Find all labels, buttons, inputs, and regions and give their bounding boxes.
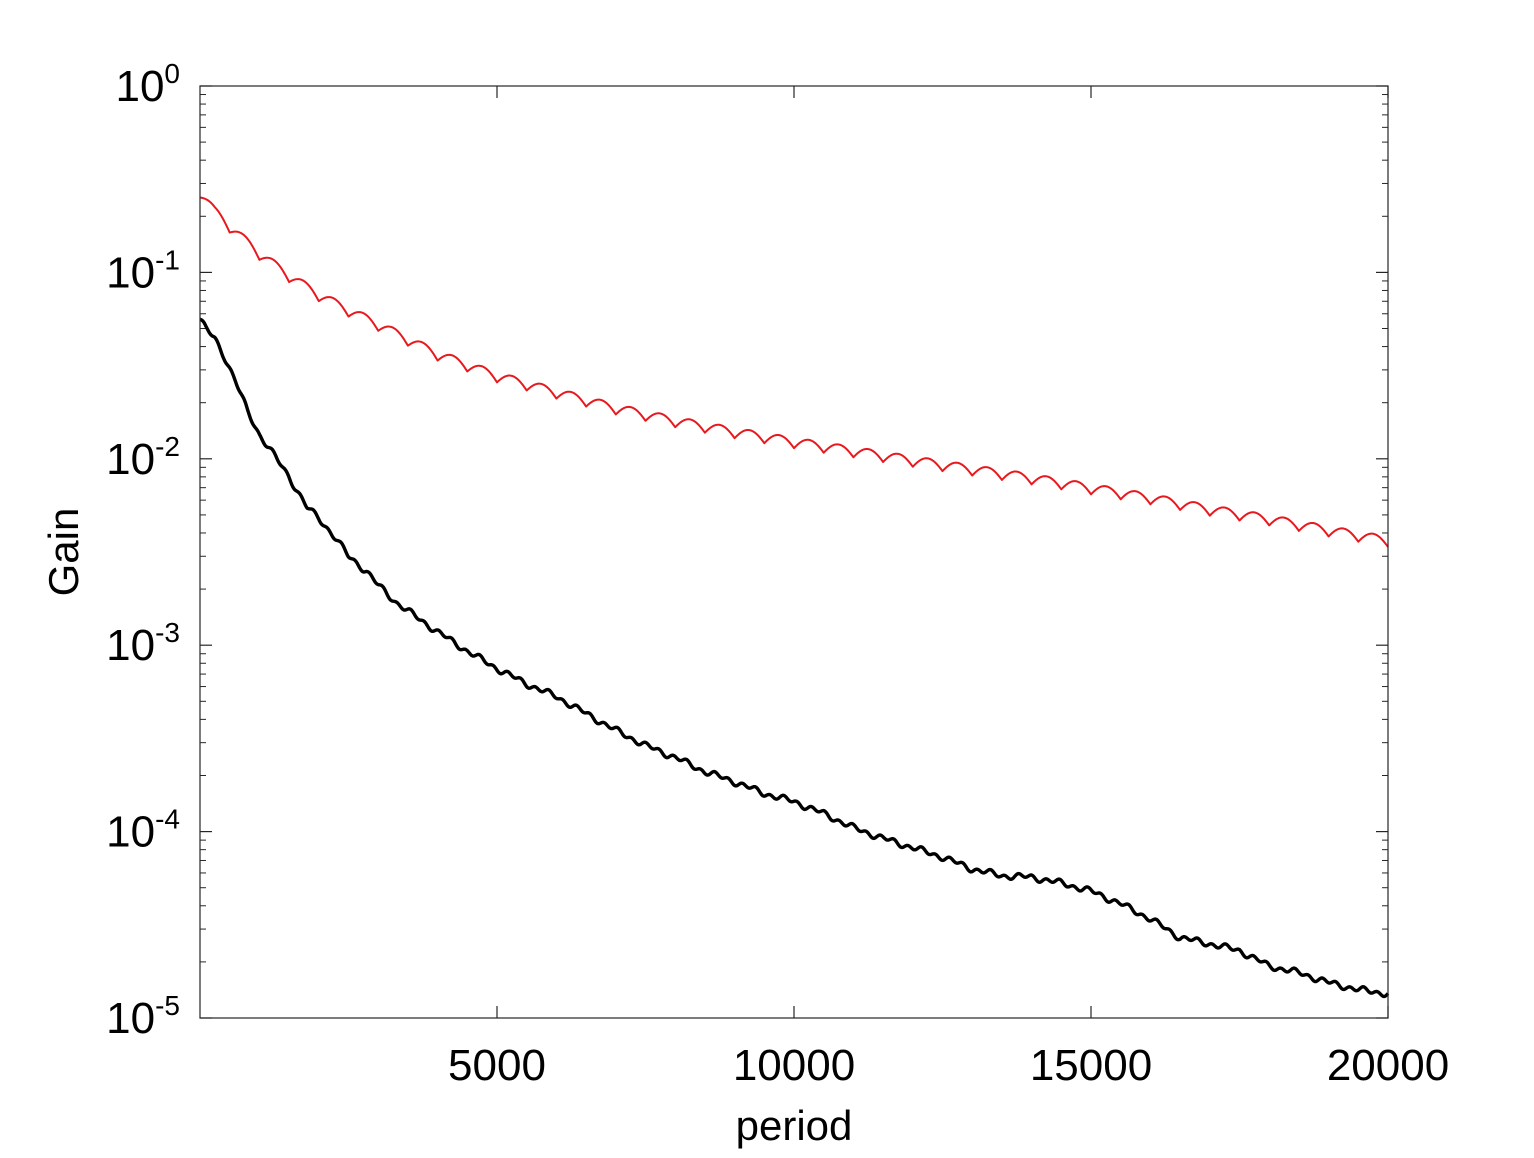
y-tick-label: 100 <box>115 58 180 111</box>
plot-frame <box>199 85 1389 1019</box>
x-tick-label: 5000 <box>448 1041 546 1090</box>
series-line-1 <box>199 196 1389 548</box>
x-tick-labels: 5000 10000 15000 20000 <box>448 1041 1449 1090</box>
x-tick-label: 20000 <box>1327 1041 1449 1090</box>
y-tick-label: 10-5 <box>106 990 180 1043</box>
y-axis-label: Gain <box>40 508 87 597</box>
y-tick-label: 10-3 <box>106 617 180 670</box>
y-tick-label: 10-1 <box>106 244 180 297</box>
x-axis-label: period <box>736 1102 853 1149</box>
minor-ticks <box>200 94 1388 963</box>
x-tick-label: 15000 <box>1030 1041 1152 1090</box>
y-tick-label: 10-2 <box>106 431 180 484</box>
series-line-2 <box>199 317 1390 999</box>
y-tick-labels: 100 10-1 10-2 10-3 10-4 10-5 <box>106 58 180 1043</box>
series-layer <box>199 196 1390 999</box>
y-tick-label: 10-4 <box>106 804 180 857</box>
x-tick-label: 10000 <box>733 1041 855 1090</box>
